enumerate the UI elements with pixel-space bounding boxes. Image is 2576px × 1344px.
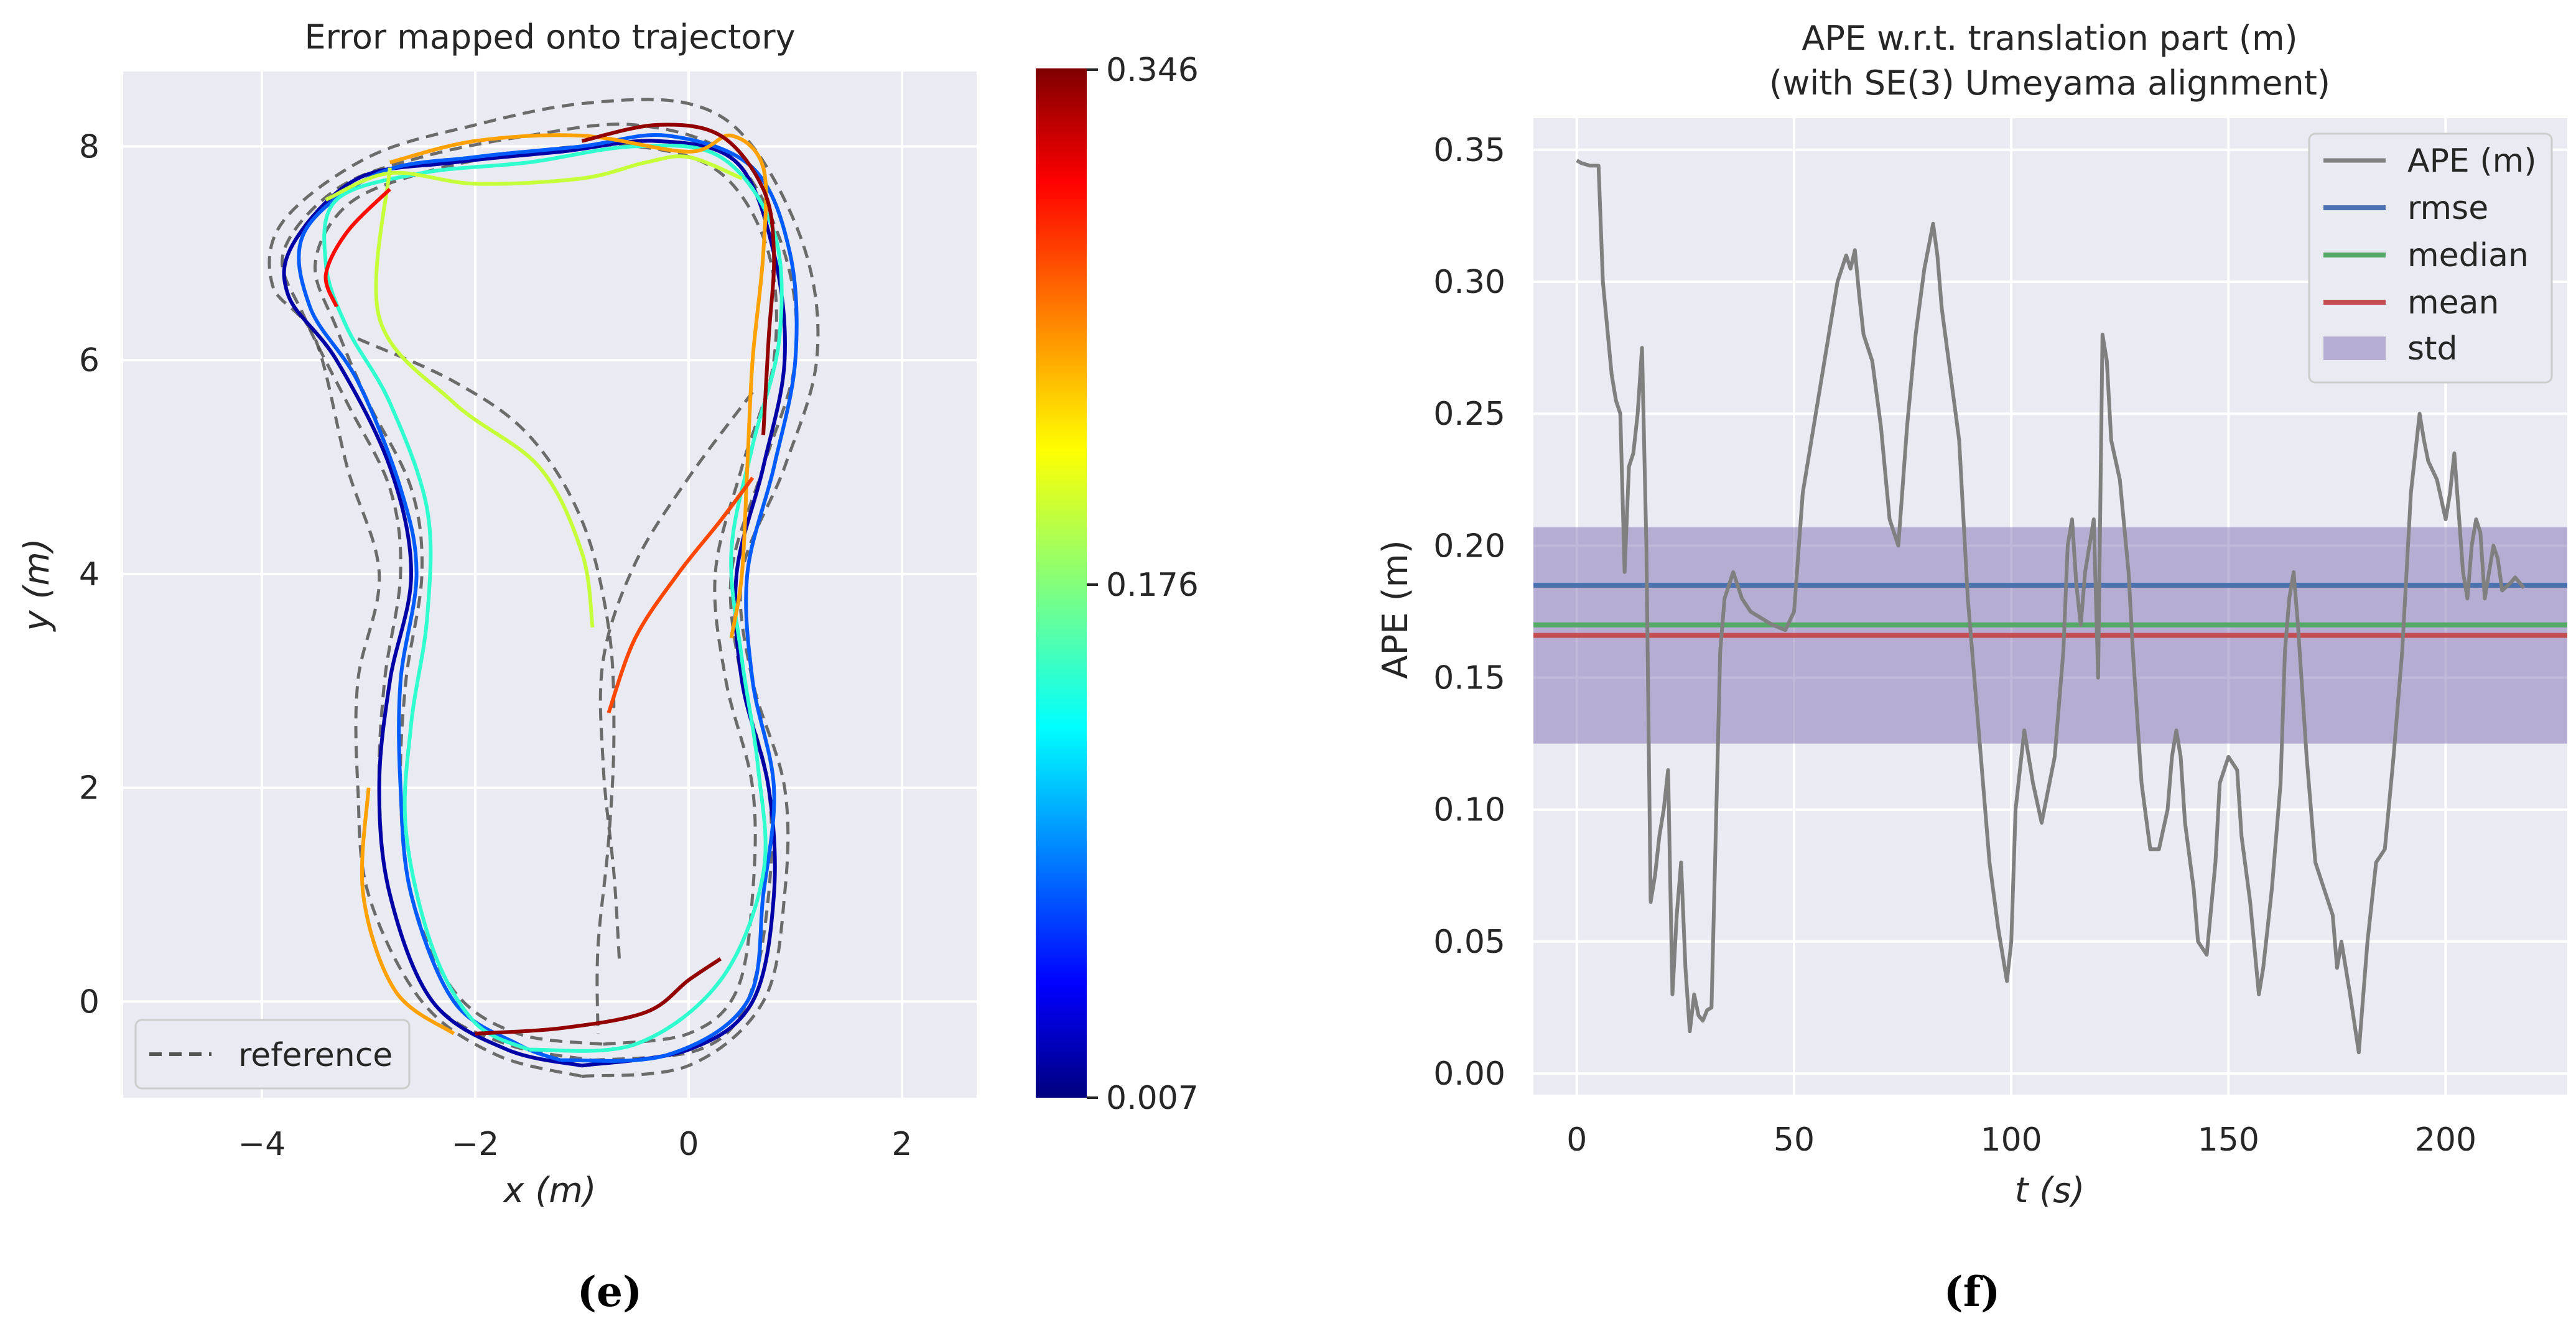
caption-f: (f) xyxy=(1944,1268,2001,1316)
legend-rmse-label: rmse xyxy=(2407,190,2488,227)
y-tick-label: 0.00 xyxy=(1433,1055,1505,1093)
trajectory-segment xyxy=(607,476,755,714)
trajectory-segment xyxy=(475,957,722,1036)
legend-ape-label: APE (m) xyxy=(2407,142,2537,180)
y-tick-label: 2 xyxy=(79,770,100,807)
y-tick-label: 0.15 xyxy=(1433,660,1505,697)
legend-box-f xyxy=(2308,132,2553,384)
y-axis-label-e: y (m) xyxy=(17,538,57,632)
x-tick-label: 100 xyxy=(1981,1121,2042,1159)
x-tick-label: 200 xyxy=(2415,1121,2476,1159)
y-axis-label-f: APE (m) xyxy=(1375,540,1416,679)
y-tick-label: 0 xyxy=(79,983,100,1021)
x-axis-label-f: t (s) xyxy=(2015,1170,2085,1211)
legend-std-label: std xyxy=(2407,330,2458,368)
trajectory-segment xyxy=(581,123,776,435)
caption-e: (e) xyxy=(577,1268,642,1316)
reference-branch xyxy=(598,391,754,959)
trajectory-segment xyxy=(282,139,787,1068)
y-ticks-f: 0.00 0.05 0.10 0.15 0.20 0.25 0.30 0.35 xyxy=(1433,132,1505,1093)
legend-mean-label: mean xyxy=(2407,284,2499,322)
x-tick-label: 2 xyxy=(891,1126,912,1163)
x-ticks-f: 0 50 100 150 200 xyxy=(1566,1121,2476,1159)
legend-box xyxy=(134,1019,411,1090)
y-tick-label: 6 xyxy=(79,342,100,379)
trajectory-plot-area xyxy=(123,72,977,1098)
x-tick-label: 0 xyxy=(678,1126,699,1163)
legend-reference-label: reference xyxy=(238,1037,393,1074)
x-tick-label: 150 xyxy=(2198,1121,2259,1159)
trajectory-panel: Error mapped onto trajectory −4 −2 0 2 0 2 4 6… xyxy=(17,17,1199,1316)
estimated-trajectories xyxy=(282,123,799,1068)
trajectory-segment xyxy=(389,133,768,639)
colorbar: 0.346 0.176 0.007 xyxy=(1036,52,1199,1117)
colorbar-max-label: 0.346 xyxy=(1106,52,1199,89)
legend-std-swatch xyxy=(2323,336,2386,360)
y-ticks-e: 0 2 4 6 8 xyxy=(79,128,100,1021)
y-tick-label: 0.05 xyxy=(1433,924,1505,961)
colorbar-mid-label: 0.176 xyxy=(1106,567,1199,604)
y-tick-label: 8 xyxy=(79,128,100,165)
panel-e-title: Error mapped onto trajectory xyxy=(304,17,795,57)
trajectory-segment xyxy=(297,132,799,1063)
x-ticks-e: −4 −2 0 2 xyxy=(238,1126,913,1163)
y-tick-label: 0.30 xyxy=(1433,264,1505,301)
legend-median-label: median xyxy=(2407,237,2529,274)
ape-series-line xyxy=(1576,159,2526,1055)
trajectory-grid xyxy=(123,72,977,1098)
y-tick-label: 0.35 xyxy=(1433,132,1505,169)
x-tick-label: 50 xyxy=(1774,1121,1815,1159)
x-axis-label-e: x (m) xyxy=(502,1170,596,1211)
x-tick-label: −4 xyxy=(238,1126,286,1163)
trajectory-segment xyxy=(322,144,784,1053)
trajectory-segment xyxy=(374,167,595,628)
x-tick-label: 0 xyxy=(1566,1121,1587,1159)
colorbar-gradient xyxy=(1036,68,1087,1098)
y-tick-label: 0.10 xyxy=(1433,792,1505,829)
trajectory-segment xyxy=(323,187,391,308)
y-tick-label: 0.20 xyxy=(1433,527,1505,565)
x-tick-label: −2 xyxy=(452,1126,500,1163)
reference-loop xyxy=(267,98,820,1078)
trajectory-segment xyxy=(360,787,455,1036)
panel-f-subtitle: (with SE(3) Umeyama alignment) xyxy=(1769,63,2330,103)
ape-panel: APE w.r.t. translation part (m) (with SE… xyxy=(1375,19,2567,1316)
y-tick-label: 4 xyxy=(79,556,100,593)
y-tick-label: 0.25 xyxy=(1433,396,1505,433)
reference-branch xyxy=(357,337,616,1034)
colorbar-min-label: 0.007 xyxy=(1106,1080,1199,1117)
legend-f: APE (m) rmse median mean std xyxy=(2308,132,2553,384)
panel-f-title: APE w.r.t. translation part (m) xyxy=(1802,19,2297,58)
legend-e: reference xyxy=(134,1019,411,1090)
